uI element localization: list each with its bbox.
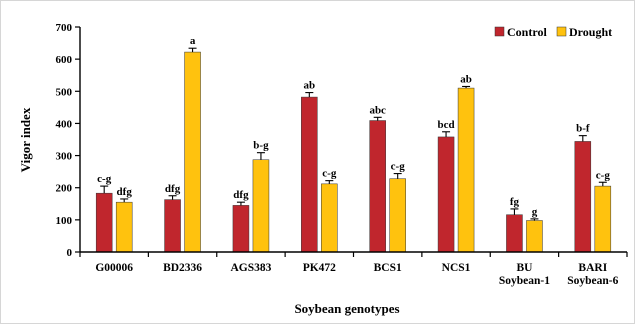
bar-drought-7 xyxy=(594,185,612,253)
significance-label-control-5: bcd xyxy=(438,119,455,131)
significance-label-control-2: dfg xyxy=(233,189,249,201)
legend-label-control: Control xyxy=(507,25,547,39)
bar-control-5 xyxy=(437,136,455,253)
y-tick-label-6: 600 xyxy=(56,54,73,66)
bar-drought-4 xyxy=(389,178,406,253)
significance-label-control-4: abc xyxy=(369,104,386,116)
y-tick-label-0: 0 xyxy=(67,247,73,259)
x-axis-title: Soybean genotypes xyxy=(294,301,399,316)
bar-control-3 xyxy=(301,96,318,253)
significance-label-drought-3: c-g xyxy=(322,168,337,180)
significance-label-control-1: dfg xyxy=(165,183,181,195)
x-tick-label-6-0: BU xyxy=(516,262,533,274)
significance-label-control-3: ab xyxy=(304,80,316,92)
significance-label-control-6: fg xyxy=(510,196,520,208)
significance-label-control-7: b-f xyxy=(576,123,590,135)
bars-layer xyxy=(95,47,612,253)
x-tick-label-0-0: G00006 xyxy=(95,262,133,274)
bar-control-7 xyxy=(574,141,592,253)
axes-layer xyxy=(75,26,628,257)
legend-swatch-drought xyxy=(556,26,567,37)
bar-drought-6 xyxy=(526,220,543,253)
bar-drought-2 xyxy=(252,159,270,253)
bar-drought-1 xyxy=(184,51,201,253)
bar-control-1 xyxy=(164,199,181,253)
bar-control-0 xyxy=(95,192,113,253)
significance-label-drought-4: c-g xyxy=(391,161,406,173)
significance-label-drought-2: b-g xyxy=(253,140,269,152)
bar-control-6 xyxy=(506,214,523,253)
x-tick-label-3-0: PK472 xyxy=(303,262,336,274)
y-tick-label-3: 300 xyxy=(56,151,73,163)
x-tick-label-5-0: NCS1 xyxy=(442,262,471,274)
labels-layer: c-g dfg G00006 dfg a BD2336 dfg b-g AGS383 ab c-g P… xyxy=(56,22,619,287)
y-tick-label-7: 700 xyxy=(56,22,73,34)
x-tick-label-1-0: BD2336 xyxy=(163,262,202,274)
y-axis-title: Vigor index xyxy=(18,107,33,172)
legend-swatch-control xyxy=(494,26,505,37)
significance-label-drought-7: c-g xyxy=(596,169,611,181)
significance-label-drought-0: dfg xyxy=(117,186,133,198)
bar-drought-0 xyxy=(115,201,133,253)
y-tick-label-2: 200 xyxy=(56,183,73,195)
x-tick-label-7-0: BARI xyxy=(578,262,607,274)
bar-control-4 xyxy=(369,120,386,253)
bar-drought-3 xyxy=(321,183,338,253)
legend-label-drought: Drought xyxy=(569,25,612,39)
bar-drought-5 xyxy=(457,87,475,253)
y-tick-label-4: 400 xyxy=(56,118,73,130)
x-tick-label-6-1: Soybean-1 xyxy=(499,275,550,287)
significance-label-control-0: c-g xyxy=(97,173,112,185)
x-tick-label-2-0: AGS383 xyxy=(230,262,271,274)
significance-label-drought-6: g xyxy=(532,206,538,218)
bar-control-2 xyxy=(232,205,250,253)
significance-label-drought-1: a xyxy=(190,35,196,47)
significance-label-drought-5: ab xyxy=(460,73,472,85)
y-tick-label-1: 100 xyxy=(56,215,73,227)
x-tick-label-4-0: BCS1 xyxy=(374,262,402,274)
legend: Control Drought xyxy=(494,25,612,39)
x-tick-label-7-1: Soybean-6 xyxy=(567,275,618,287)
y-tick-label-5: 500 xyxy=(56,86,73,98)
